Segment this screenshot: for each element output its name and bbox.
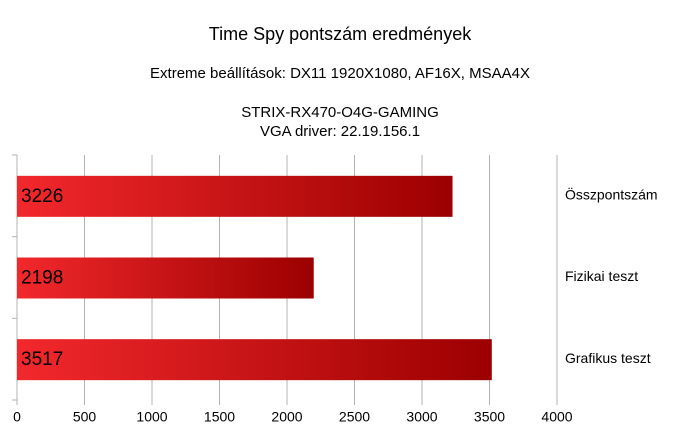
data-label: 3226 <box>21 186 63 207</box>
x-tick-label: 3500 <box>474 409 505 425</box>
category-label: Összpontszám <box>565 186 658 203</box>
bar <box>17 175 453 217</box>
data-label: 3517 <box>21 349 63 370</box>
x-tick-label: 1500 <box>204 409 235 425</box>
chart-subtitle: Extreme beállítások: DX11 1920X1080, AF1… <box>150 65 530 82</box>
x-tick-label: 3000 <box>406 409 437 425</box>
x-tick-label: 2000 <box>271 409 302 425</box>
data-label: 2198 <box>21 268 63 289</box>
x-tick-label: 0 <box>13 409 21 425</box>
category-label: Grafikus teszt <box>565 350 651 366</box>
chart-subtitle: STRIX-RX470-O4G-GAMING <box>241 104 439 121</box>
bar <box>17 339 492 381</box>
chart-title: Time Spy pontszám eredmények <box>209 24 472 44</box>
x-tick-label: 500 <box>73 409 97 425</box>
x-tick-label: 4000 <box>541 409 572 425</box>
x-tick-label: 2500 <box>339 409 370 425</box>
x-tick-label: 1000 <box>136 409 167 425</box>
chart-subtitle: VGA driver: 22.19.156.1 <box>260 123 420 140</box>
category-label: Fizikai teszt <box>565 268 638 284</box>
bar <box>17 257 314 299</box>
